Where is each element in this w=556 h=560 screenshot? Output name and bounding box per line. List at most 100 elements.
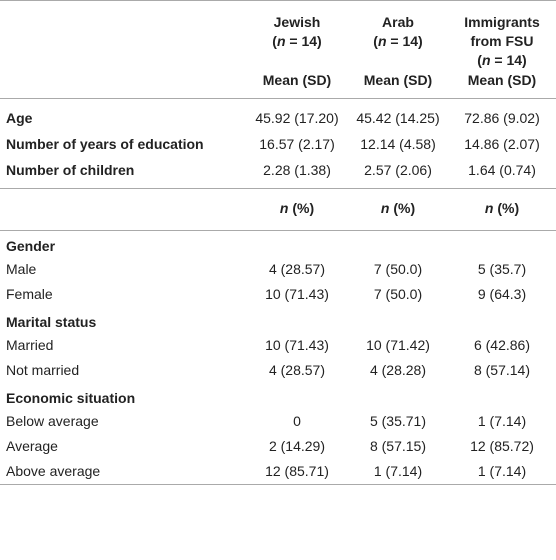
cell-value: 2.28 (1.38) xyxy=(263,162,331,178)
cell-value: 72.86 (9.02) xyxy=(464,110,540,126)
cell-value: 6 (42.86) xyxy=(473,337,531,353)
section-row: Marital status xyxy=(0,307,556,333)
row-label: Economic situation xyxy=(6,390,136,406)
italic-text: n xyxy=(481,52,491,68)
cell: 1 (7.14) xyxy=(448,459,556,485)
subheader-row: n (%) n (%) n (%) xyxy=(0,189,556,231)
cell: 6 (42.86) xyxy=(448,333,556,358)
cell: 2 (14.29) xyxy=(246,434,348,459)
item-row: Male 4 (28.57) 7 (50.0) 5 (35.7) xyxy=(0,257,556,282)
column-title: Jewish xyxy=(273,14,321,30)
corner xyxy=(0,1,246,72)
stat-header: n (%) xyxy=(348,189,448,231)
row-label: Below average xyxy=(6,413,99,429)
cell-value: 4 (28.57) xyxy=(268,362,326,378)
cell-value: 14.86 (2.07) xyxy=(464,136,540,152)
stat-header: n (%) xyxy=(246,189,348,231)
row-label: Married xyxy=(6,337,54,353)
italic-text: n xyxy=(380,200,390,216)
cell: 1.64 (0.74) xyxy=(448,156,556,189)
measure-row: Number of years of education 16.57 (2.17)… xyxy=(0,130,556,156)
stat-header: Mean (SD) xyxy=(467,72,537,88)
cell: 12.14 (4.58) xyxy=(348,130,448,156)
cell: 12 (85.71) xyxy=(246,459,348,485)
text: (%) xyxy=(493,200,520,216)
text: ( xyxy=(477,52,482,68)
column-n: (n = 14) xyxy=(454,51,550,70)
row-label: Gender xyxy=(6,238,56,254)
text: = 14) xyxy=(490,52,527,68)
row-label: Above average xyxy=(6,463,101,479)
cell: 72.86 (9.02) xyxy=(448,99,556,131)
text: (%) xyxy=(288,200,315,216)
cell: 14.86 (2.07) xyxy=(448,130,556,156)
row-label: Marital status xyxy=(6,314,97,330)
cell: 2.28 (1.38) xyxy=(246,156,348,189)
row-label: Number of years of education xyxy=(6,136,204,152)
cell-value: 2.57 (2.06) xyxy=(364,162,432,178)
section-row: Gender xyxy=(0,231,556,258)
cell: 7 (50.0) xyxy=(348,282,448,307)
item-row: Above average 12 (85.71) 1 (7.14) 1 (7.14) xyxy=(0,459,556,485)
cell: 4 (28.28) xyxy=(348,358,448,383)
cell: 5 (35.7) xyxy=(448,257,556,282)
cell: 0 xyxy=(246,409,348,434)
cell-value: 4 (28.28) xyxy=(369,362,427,378)
item-row: Female 10 (71.43) 7 (50.0) 9 (64.3) xyxy=(0,282,556,307)
stat-header-row: Mean (SD) Mean (SD) Mean (SD) xyxy=(0,71,556,99)
cell-value: 12 (85.72) xyxy=(470,438,534,454)
cell-value: 4 (28.57) xyxy=(268,261,326,277)
column-n: (n = 14) xyxy=(252,32,342,51)
cell-value: 5 (35.7) xyxy=(477,261,527,277)
cell-value: 5 (35.71) xyxy=(369,413,427,429)
cell-value: 1 (7.14) xyxy=(373,463,423,479)
cell-value: 10 (71.43) xyxy=(265,337,329,353)
section-row: Economic situation xyxy=(0,383,556,409)
stat-header: n (%) xyxy=(448,189,556,231)
measure-row: Age 45.92 (17.20) 45.42 (14.25) 72.86 (9.02… xyxy=(0,99,556,131)
cell: 45.92 (17.20) xyxy=(246,99,348,131)
cell: 4 (28.57) xyxy=(246,358,348,383)
header-row: Jewish (n = 14) Arab (n = 14) Immigrants fro… xyxy=(0,1,556,72)
cell-value: 45.92 (17.20) xyxy=(255,110,339,126)
cell-value: 12.14 (4.58) xyxy=(360,136,436,152)
cell-value: 0 xyxy=(293,413,301,429)
italic-text: n xyxy=(279,200,289,216)
cell-value: 10 (71.42) xyxy=(366,337,430,353)
cell-value: 12 (85.71) xyxy=(265,463,329,479)
measure-row: Number of children 2.28 (1.38) 2.57 (2.06)… xyxy=(0,156,556,189)
stat-header: Mean (SD) xyxy=(262,72,332,88)
cell: 4 (28.57) xyxy=(246,257,348,282)
cell: 7 (50.0) xyxy=(348,257,448,282)
row-label: Age xyxy=(6,110,33,126)
cell-value: 9 (64.3) xyxy=(477,286,527,302)
text: ( xyxy=(373,33,378,49)
cell-value: 8 (57.14) xyxy=(473,362,531,378)
cell: 1 (7.14) xyxy=(448,409,556,434)
cell: 9 (64.3) xyxy=(448,282,556,307)
cell: 45.42 (14.25) xyxy=(348,99,448,131)
cell: 16.57 (2.17) xyxy=(246,130,348,156)
cell: 8 (57.15) xyxy=(348,434,448,459)
item-row: Not married 4 (28.57) 4 (28.28) 8 (57.14) xyxy=(0,358,556,383)
cell-value: 2 (14.29) xyxy=(268,438,326,454)
cell: 8 (57.14) xyxy=(448,358,556,383)
corner xyxy=(0,189,246,231)
cell-value: 1.64 (0.74) xyxy=(468,162,536,178)
cell-value: 7 (50.0) xyxy=(373,286,423,302)
cell: 10 (71.43) xyxy=(246,333,348,358)
column-title: Arab xyxy=(382,14,414,30)
cell: 2.57 (2.06) xyxy=(348,156,448,189)
cell: 5 (35.71) xyxy=(348,409,448,434)
text: = 14) xyxy=(386,33,423,49)
cell-value: 1 (7.14) xyxy=(477,413,527,429)
stat-header: Mean (SD) xyxy=(363,72,433,88)
cell-value: 8 (57.15) xyxy=(369,438,427,454)
table-body: Age 45.92 (17.20) 45.42 (14.25) 72.86 (9.02… xyxy=(0,99,556,485)
italic-text: n xyxy=(484,200,494,216)
cell: 1 (7.14) xyxy=(348,459,448,485)
row-label: Average xyxy=(6,438,58,454)
item-row: Married 10 (71.43) 10 (71.42) 6 (42.86) xyxy=(0,333,556,358)
column-n: (n = 14) xyxy=(354,32,442,51)
